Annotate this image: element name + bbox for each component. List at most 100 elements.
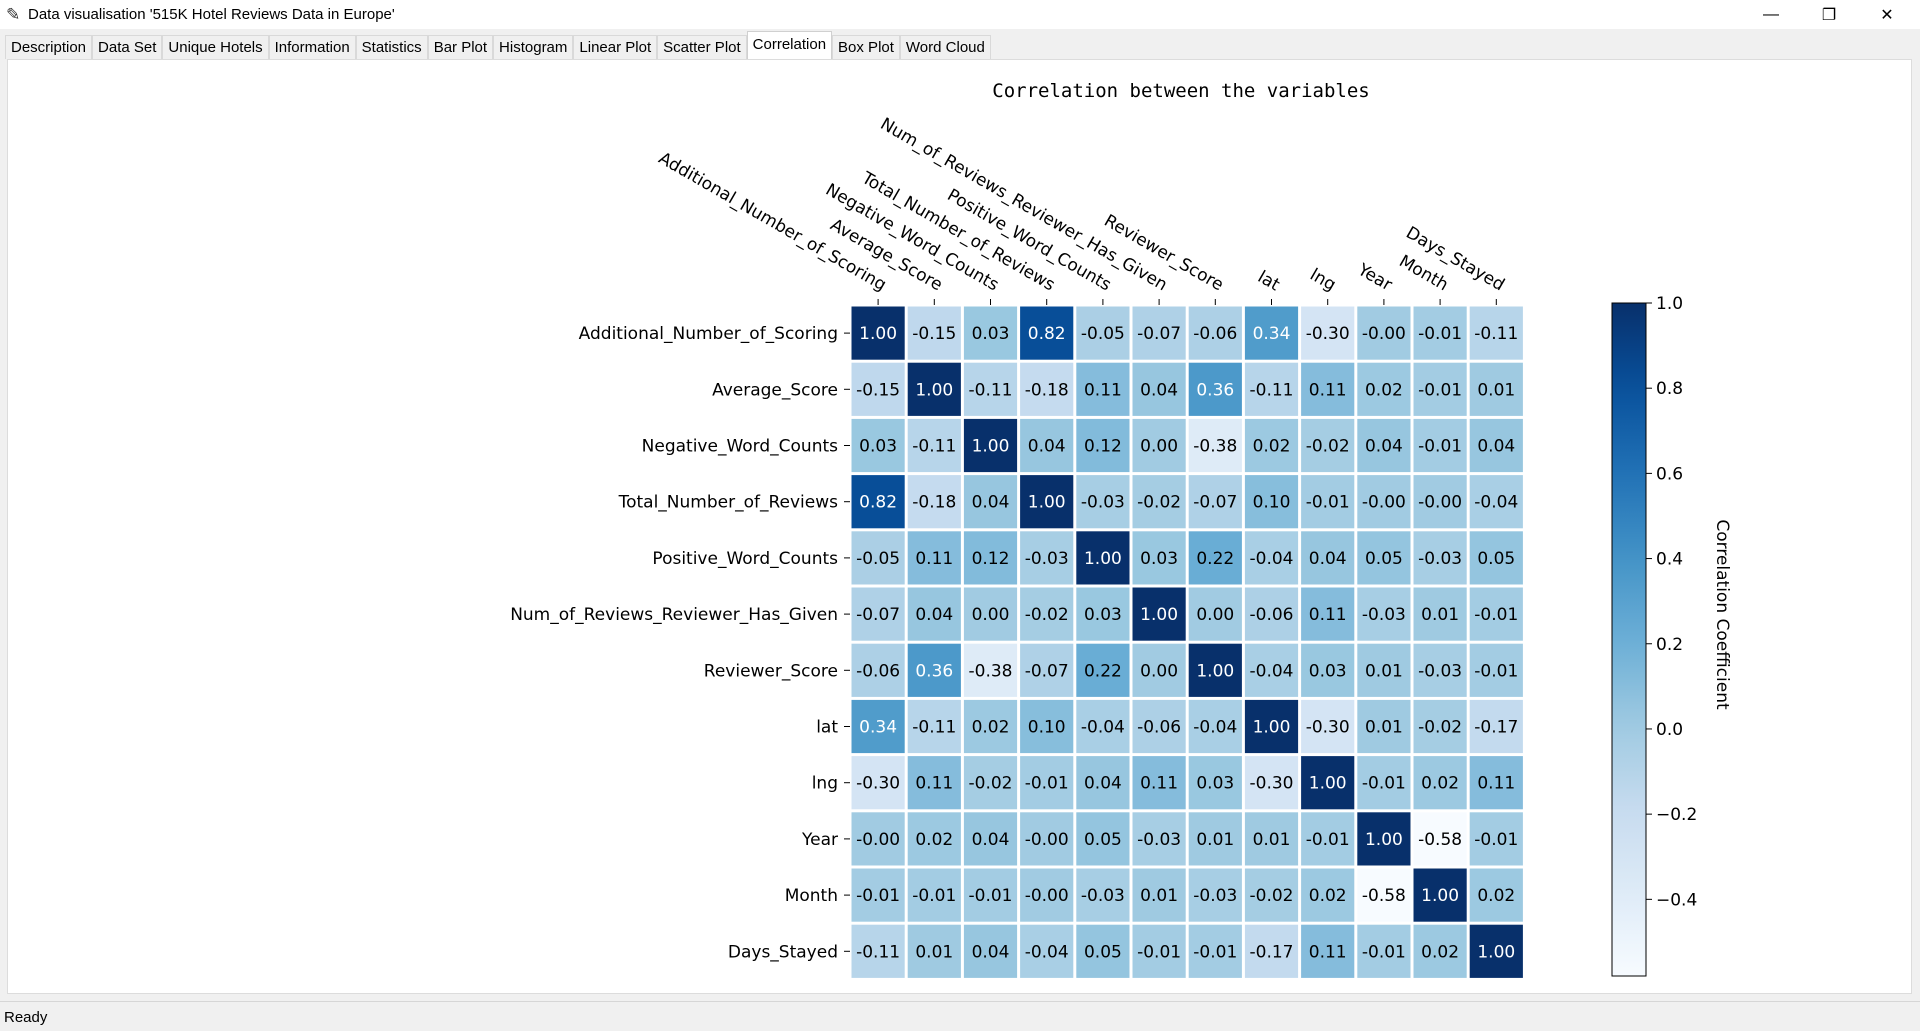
heatmap-cell bbox=[1357, 699, 1411, 754]
cell-value-label: -0.07 bbox=[1137, 324, 1181, 344]
cell-value-label: 0.22 bbox=[1084, 661, 1122, 681]
tab-correlation[interactable]: Correlation bbox=[746, 31, 833, 59]
chart-title: Correlation between the variables bbox=[992, 80, 1370, 102]
maximize-button[interactable]: ❐ bbox=[1800, 0, 1858, 29]
cell-value-label: -0.01 bbox=[1362, 942, 1406, 962]
cell-value-label: -0.00 bbox=[1362, 324, 1406, 344]
y-tick-label: Additional_Number_of_Scoring bbox=[579, 324, 838, 344]
cell-value-label: -0.01 bbox=[856, 886, 900, 906]
heatmap-cell bbox=[1357, 531, 1411, 585]
cell-value-label: 0.10 bbox=[1253, 493, 1291, 513]
heatmap-cell bbox=[1076, 531, 1130, 585]
cell-value-label: -0.30 bbox=[1306, 718, 1350, 738]
tab-linear-plot[interactable]: Linear Plot bbox=[573, 35, 658, 59]
heatmap-cell bbox=[851, 812, 905, 866]
cell-value-label: -0.38 bbox=[969, 661, 1013, 681]
tab-data-set[interactable]: Data Set bbox=[92, 35, 163, 59]
heatmap-cell bbox=[1469, 924, 1523, 978]
tab-word-cloud[interactable]: Word Cloud bbox=[899, 35, 991, 59]
cell-value-label: -0.06 bbox=[1137, 718, 1181, 738]
heatmap-cell bbox=[1469, 587, 1523, 641]
heatmap-cell bbox=[1132, 699, 1186, 754]
cell-value-label: 0.11 bbox=[1309, 942, 1347, 962]
tab-scatter-plot[interactable]: Scatter Plot bbox=[657, 35, 747, 59]
y-tick-label: lng bbox=[812, 774, 838, 794]
heatmap-cell bbox=[851, 587, 905, 641]
cell-value-label: 0.11 bbox=[1309, 605, 1347, 625]
heatmap-cell bbox=[1244, 418, 1299, 473]
cell-value-label: 0.03 bbox=[972, 324, 1010, 344]
heatmap-cell bbox=[1020, 924, 1074, 978]
cell-value-label: -0.30 bbox=[1250, 774, 1294, 794]
tab-information[interactable]: Information bbox=[268, 35, 356, 59]
y-tick-label: Negative_Word_Counts bbox=[642, 437, 838, 457]
cell-value-label: 0.01 bbox=[1365, 661, 1403, 681]
cell-value-label: -0.03 bbox=[1137, 830, 1181, 850]
tab-statistics[interactable]: Statistics bbox=[355, 35, 428, 59]
cell-value-label: -0.06 bbox=[1193, 324, 1237, 344]
heatmap-cell bbox=[1413, 643, 1467, 697]
tab-description[interactable]: Description bbox=[5, 35, 93, 59]
cell-value-label: 0.11 bbox=[915, 549, 953, 569]
heatmap-cell bbox=[1188, 362, 1242, 416]
cell-value-label: 0.01 bbox=[1365, 718, 1403, 738]
cell-value-label: -0.07 bbox=[856, 605, 900, 625]
cell-value-label: 0.04 bbox=[1365, 437, 1403, 457]
heatmap-cell bbox=[1301, 643, 1355, 697]
heatmap-cell bbox=[963, 306, 1018, 360]
heatmap-cell bbox=[907, 362, 961, 416]
colorbar-tick-label: 0.8 bbox=[1656, 379, 1683, 399]
cell-value-label: 0.04 bbox=[1140, 380, 1178, 400]
close-button[interactable]: ✕ bbox=[1858, 0, 1916, 29]
heatmap-cell bbox=[907, 418, 961, 473]
cell-value-label: -0.03 bbox=[1081, 493, 1125, 513]
tab-unique-hotels[interactable]: Unique Hotels bbox=[162, 35, 269, 59]
tab-box-plot[interactable]: Box Plot bbox=[832, 35, 900, 59]
cell-value-label: -0.06 bbox=[1250, 605, 1294, 625]
correlation-heatmap: Correlation between the variables 1.00 -0.… bbox=[510, 80, 1732, 978]
minimize-icon: — bbox=[1763, 5, 1779, 23]
tab-bar-plot[interactable]: Bar Plot bbox=[427, 35, 494, 59]
heatmap-cell bbox=[1244, 362, 1299, 416]
minimize-button[interactable]: — bbox=[1742, 0, 1800, 29]
cell-value-label: -0.01 bbox=[912, 886, 956, 906]
heatmap-cell bbox=[963, 868, 1018, 922]
heatmap-cell bbox=[1020, 756, 1074, 810]
cell-value-label: -0.03 bbox=[1193, 886, 1237, 906]
cell-value-label: -0.04 bbox=[1250, 549, 1294, 569]
cell-value-label: 0.03 bbox=[1196, 774, 1234, 794]
cell-value-label: 1.00 bbox=[1477, 942, 1515, 962]
cell-value-label: 1.00 bbox=[1421, 886, 1459, 906]
cell-value-label: 0.22 bbox=[1196, 549, 1234, 569]
heatmap-cell bbox=[851, 699, 905, 754]
cell-value-label: -0.03 bbox=[1025, 549, 1069, 569]
heatmap-cell bbox=[1301, 418, 1355, 473]
cell-value-label: 0.01 bbox=[1196, 830, 1234, 850]
heatmap-cell bbox=[1413, 868, 1467, 922]
heatmap-cell bbox=[851, 924, 905, 978]
close-icon: ✕ bbox=[1880, 6, 1894, 24]
cell-value-label: 1.00 bbox=[915, 380, 953, 400]
cell-value-label: -0.02 bbox=[1306, 437, 1350, 457]
heatmap-cell bbox=[963, 475, 1018, 529]
cell-value-label: -0.01 bbox=[969, 886, 1013, 906]
cell-value-label: 0.02 bbox=[1421, 774, 1459, 794]
cell-value-label: -0.18 bbox=[912, 493, 956, 513]
heatmap-cell bbox=[1188, 306, 1242, 360]
cell-value-label: 0.00 bbox=[1140, 661, 1178, 681]
heatmap-cell bbox=[851, 418, 905, 473]
heatmap-cell bbox=[963, 812, 1018, 866]
cell-value-label: 0.04 bbox=[1309, 549, 1347, 569]
cell-value-label: 0.05 bbox=[1084, 942, 1122, 962]
heatmap-cell bbox=[907, 475, 961, 529]
heatmap-cell bbox=[1244, 924, 1299, 978]
heatmap-cell bbox=[1357, 362, 1411, 416]
tab-histogram[interactable]: Histogram bbox=[493, 35, 574, 59]
cell-value-label: -0.15 bbox=[856, 380, 900, 400]
cell-value-label: 0.01 bbox=[915, 942, 953, 962]
cell-value-label: -0.38 bbox=[1193, 437, 1237, 457]
heatmap-cell bbox=[1132, 475, 1186, 529]
heatmap-cell bbox=[1020, 362, 1074, 416]
heatmap-cell bbox=[1469, 868, 1523, 922]
heatmap-cell bbox=[963, 362, 1018, 416]
